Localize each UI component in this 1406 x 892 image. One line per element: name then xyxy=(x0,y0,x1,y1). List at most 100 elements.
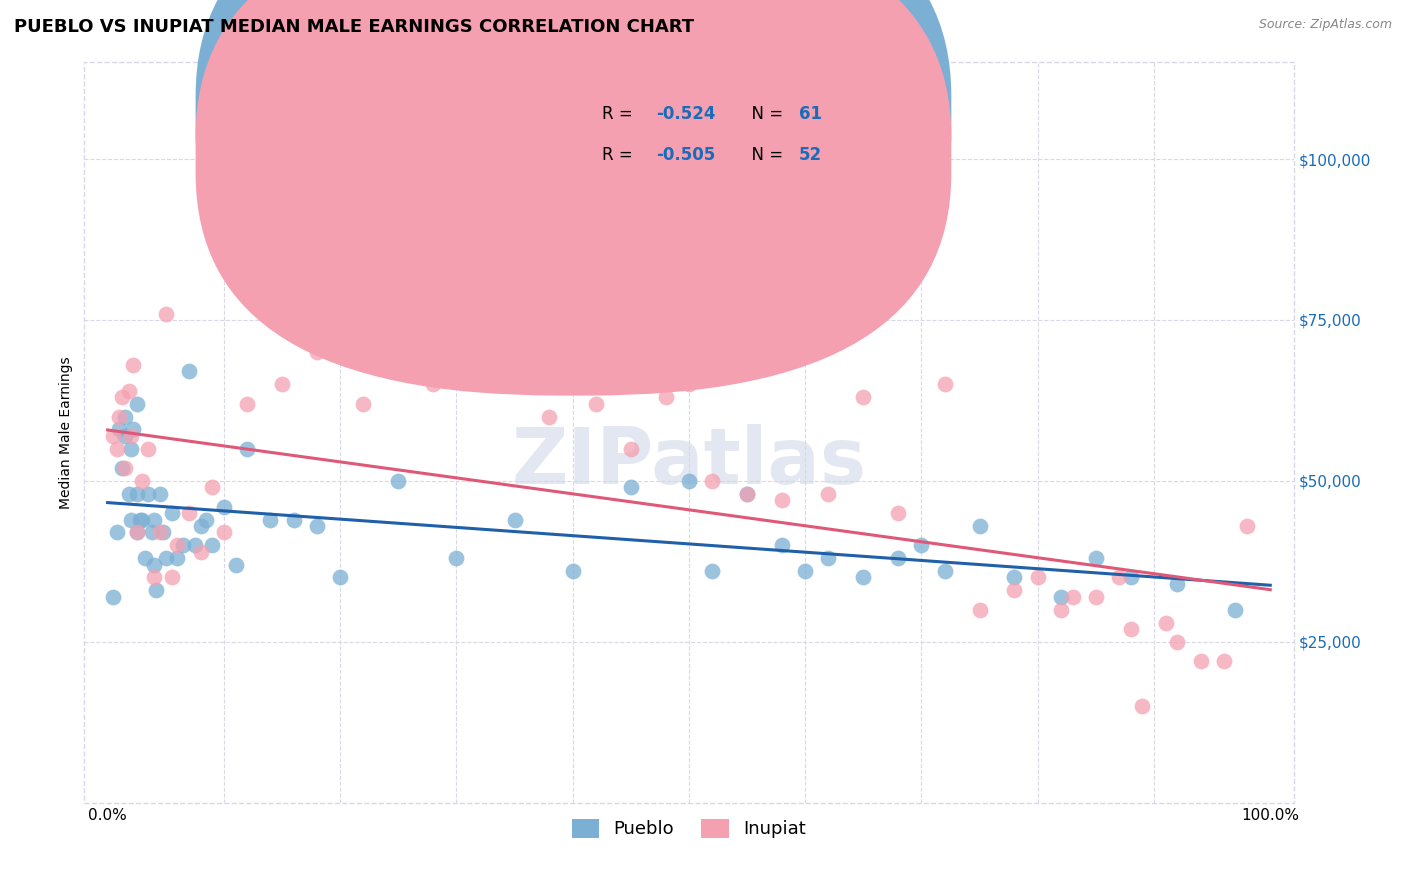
Point xyxy=(201,480,224,494)
Point xyxy=(236,397,259,411)
Point xyxy=(152,525,174,540)
Point xyxy=(969,602,991,616)
Point xyxy=(585,397,607,411)
Point xyxy=(910,538,932,552)
Point xyxy=(110,390,132,404)
Text: ZIPatlas: ZIPatlas xyxy=(512,425,866,500)
Point xyxy=(934,564,956,578)
Text: -0.505: -0.505 xyxy=(657,146,716,164)
Point xyxy=(136,487,159,501)
Point xyxy=(305,345,328,359)
Point xyxy=(212,500,235,514)
Point xyxy=(1236,519,1258,533)
Bar xyxy=(84,62,1294,803)
Text: PUEBLO VS INUPIAT MEDIAN MALE EARNINGS CORRELATION CHART: PUEBLO VS INUPIAT MEDIAN MALE EARNINGS C… xyxy=(14,18,695,36)
Point xyxy=(134,551,156,566)
Point xyxy=(1166,577,1188,591)
Point xyxy=(195,512,218,526)
Point xyxy=(538,409,561,424)
Point xyxy=(120,442,142,456)
Point xyxy=(387,474,409,488)
Point xyxy=(735,487,758,501)
Point xyxy=(887,506,910,520)
Point xyxy=(201,538,224,552)
Point xyxy=(887,551,910,566)
Point xyxy=(120,429,142,443)
Point xyxy=(352,397,374,411)
Point xyxy=(770,493,793,508)
Point xyxy=(122,422,145,436)
Point xyxy=(155,551,177,566)
Point xyxy=(110,461,132,475)
Point xyxy=(103,429,125,443)
Point xyxy=(131,474,153,488)
Point xyxy=(1154,615,1177,630)
Point xyxy=(259,512,281,526)
FancyBboxPatch shape xyxy=(195,0,952,395)
Point xyxy=(969,519,991,533)
Point xyxy=(1225,602,1247,616)
Point xyxy=(166,538,188,552)
Point xyxy=(503,512,526,526)
Text: 52: 52 xyxy=(799,146,823,164)
Point xyxy=(166,551,188,566)
Point xyxy=(852,570,875,584)
Text: R =: R = xyxy=(602,146,638,164)
Point xyxy=(143,512,166,526)
Point xyxy=(190,545,212,559)
Point xyxy=(149,487,172,501)
Point xyxy=(143,570,166,584)
Point xyxy=(1119,622,1142,636)
Text: Source: ZipAtlas.com: Source: ZipAtlas.com xyxy=(1258,18,1392,31)
Point xyxy=(177,364,200,378)
Point xyxy=(1119,570,1142,584)
Point xyxy=(160,570,183,584)
Point xyxy=(149,525,172,540)
Point xyxy=(125,525,148,540)
Point xyxy=(702,564,724,578)
Point xyxy=(620,480,643,494)
Point xyxy=(114,429,136,443)
Point xyxy=(1132,699,1154,714)
Point xyxy=(108,409,131,424)
Point xyxy=(117,384,139,398)
Text: 61: 61 xyxy=(799,105,823,123)
Point xyxy=(172,538,194,552)
FancyBboxPatch shape xyxy=(544,85,870,188)
Y-axis label: Median Male Earnings: Median Male Earnings xyxy=(59,356,73,509)
Point xyxy=(1050,590,1073,604)
Point xyxy=(678,377,700,392)
Point xyxy=(283,512,305,526)
Point xyxy=(422,377,444,392)
Point xyxy=(654,390,676,404)
Point xyxy=(1004,583,1026,598)
Point xyxy=(1166,635,1188,649)
Point xyxy=(503,377,526,392)
Point xyxy=(817,551,839,566)
Point xyxy=(120,512,142,526)
Point xyxy=(1108,570,1130,584)
Text: N =: N = xyxy=(741,146,789,164)
Point xyxy=(184,538,207,552)
Point xyxy=(305,519,328,533)
Point xyxy=(143,558,166,572)
Point xyxy=(103,590,125,604)
Point xyxy=(122,358,145,372)
Point xyxy=(125,397,148,411)
Point xyxy=(702,474,724,488)
Point xyxy=(129,512,152,526)
Point xyxy=(105,442,128,456)
Point xyxy=(329,570,352,584)
Point xyxy=(136,442,159,456)
Point xyxy=(108,422,131,436)
Point xyxy=(190,519,212,533)
Point xyxy=(1062,590,1084,604)
Point xyxy=(160,506,183,520)
Point xyxy=(1026,570,1049,584)
Point xyxy=(1004,570,1026,584)
Point xyxy=(1212,654,1234,668)
Point xyxy=(125,525,148,540)
Point xyxy=(1050,602,1073,616)
Point xyxy=(620,442,643,456)
Text: N =: N = xyxy=(741,105,789,123)
